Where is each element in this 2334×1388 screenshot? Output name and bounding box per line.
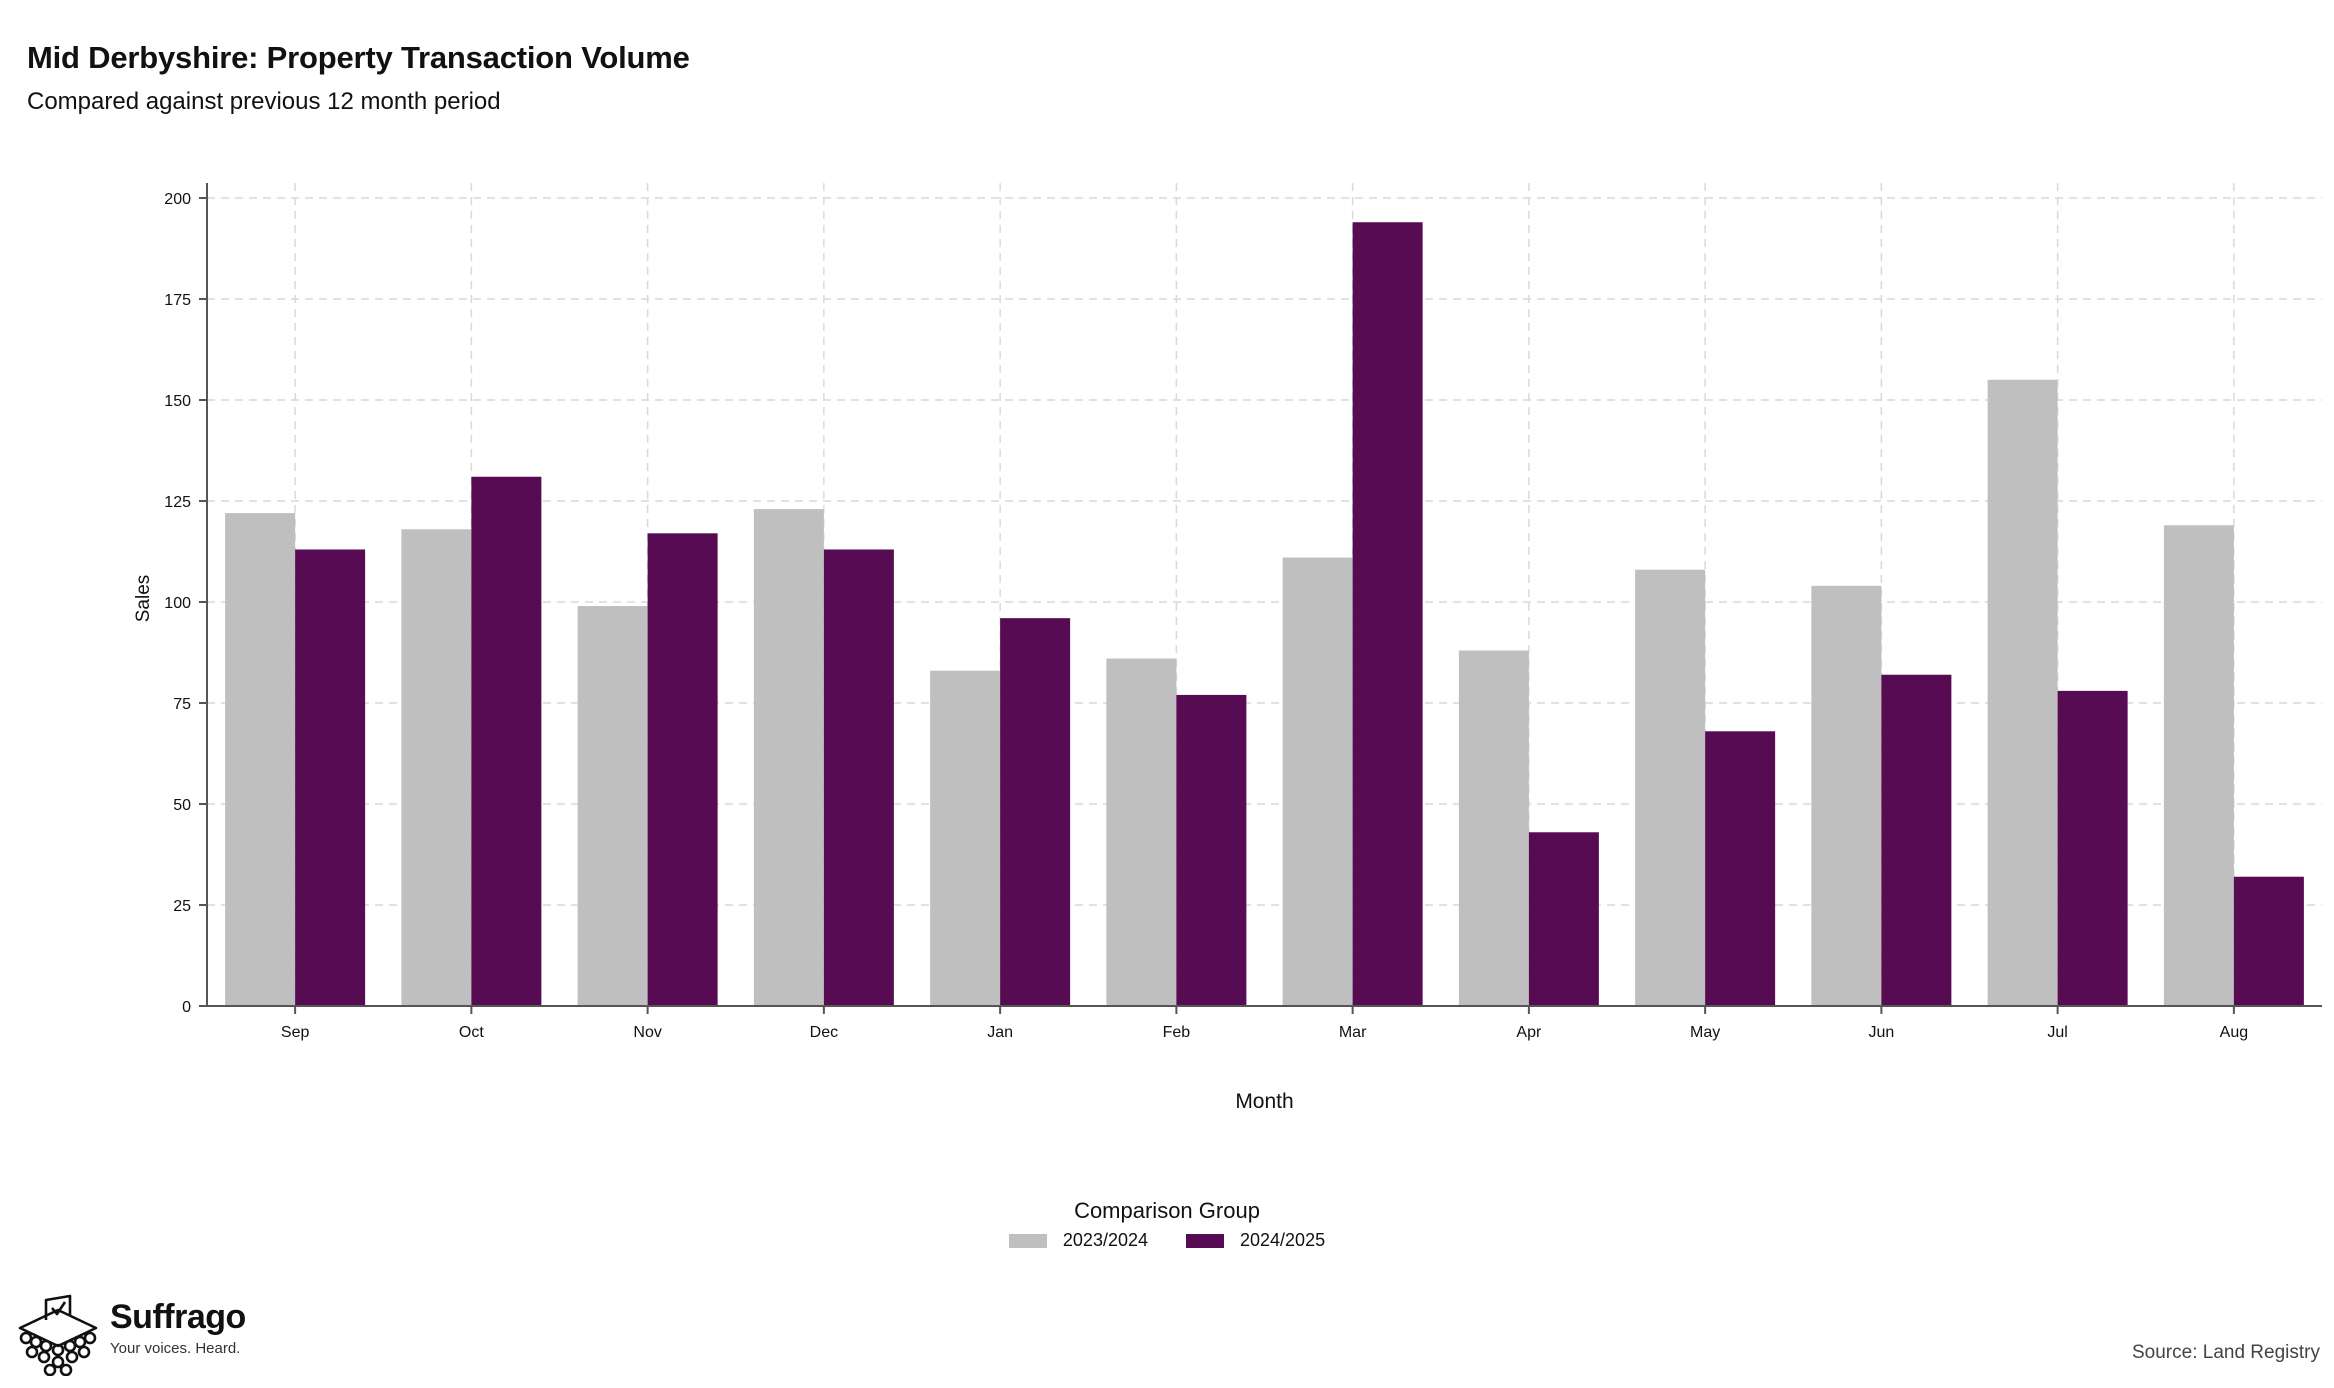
bar-chart: 0 25 50 75 100 125 150 175 200 Sep Oct Nov Dec Jan Feb… bbox=[133, 183, 2322, 1113]
source-note: Source: Land Registry bbox=[2132, 1342, 2320, 1363]
y-tick-label: 150 bbox=[164, 393, 191, 410]
chart-title: Mid Derbyshire: Property Transaction Vol… bbox=[27, 40, 690, 75]
y-tick-label: 0 bbox=[182, 999, 191, 1016]
bar-curr-nov bbox=[647, 533, 718, 1006]
bar-prev-dec bbox=[753, 509, 824, 1006]
x-tick-label: Apr bbox=[1516, 1024, 1542, 1041]
legend-item-2024-2025: 2024/2025 bbox=[1186, 1230, 1325, 1251]
x-tick-label: May bbox=[1690, 1024, 1720, 1041]
bar-curr-sep bbox=[295, 549, 366, 1006]
bar-prev-apr bbox=[1458, 650, 1529, 1006]
bar-curr-aug bbox=[2233, 876, 2304, 1006]
bar-curr-feb bbox=[1176, 694, 1247, 1006]
bar-prev-mar bbox=[1282, 557, 1353, 1006]
bar-prev-may bbox=[1635, 569, 1706, 1006]
legend: Comparison Group 2023/2024 2024/2025 bbox=[0, 1198, 2334, 1251]
bar-curr-oct bbox=[471, 476, 542, 1006]
bar-prev-jun bbox=[1811, 585, 1882, 1006]
x-tick-label: Aug bbox=[2220, 1024, 2248, 1041]
y-tick-label: 125 bbox=[164, 494, 191, 511]
brand-tagline: Your voices. Heard. bbox=[110, 1340, 241, 1357]
legend-swatch-grey bbox=[1008, 1233, 1047, 1248]
x-tick-label: Jun bbox=[1868, 1024, 1894, 1041]
x-tick-label: Sep bbox=[281, 1024, 310, 1041]
bar-prev-jul bbox=[1987, 379, 2058, 1006]
bar-prev-sep bbox=[225, 513, 296, 1006]
legend-label: 2024/2025 bbox=[1240, 1230, 1326, 1250]
bar-curr-dec bbox=[823, 549, 894, 1006]
x-tick-label: Mar bbox=[1339, 1024, 1367, 1041]
x-tick-label: Feb bbox=[1163, 1024, 1191, 1041]
y-tick-label: 175 bbox=[164, 292, 191, 309]
brand-name: Suffrago bbox=[110, 1298, 246, 1336]
legend-swatch-purple bbox=[1186, 1233, 1224, 1248]
y-axis-title: Sales bbox=[133, 575, 154, 623]
y-tick-label: 25 bbox=[173, 898, 191, 915]
x-tick-label: Jul bbox=[2047, 1024, 2067, 1041]
x-tick-label: Nov bbox=[633, 1024, 661, 1041]
x-tick-label: Oct bbox=[459, 1024, 484, 1041]
bar-prev-feb bbox=[1106, 658, 1177, 1006]
legend-title: Comparison Group bbox=[1074, 1198, 1260, 1223]
x-tick-label: Jan bbox=[987, 1024, 1013, 1041]
bar-curr-apr bbox=[1528, 832, 1599, 1006]
y-tick-label: 100 bbox=[164, 595, 191, 612]
bar-curr-jul bbox=[2057, 690, 2128, 1006]
chart-subtitle: Compared against previous 12 month perio… bbox=[27, 88, 501, 115]
bar-prev-jan bbox=[930, 670, 1001, 1006]
ballot-box-icon bbox=[18, 1294, 98, 1376]
bar-curr-may bbox=[1705, 731, 1776, 1006]
x-tick-label: Dec bbox=[810, 1024, 838, 1041]
y-tick-label: 200 bbox=[164, 191, 191, 208]
y-tick-label: 75 bbox=[173, 696, 191, 713]
brand-logo: Suffrago Your voices. Heard. bbox=[14, 1294, 246, 1376]
bar-curr-jan bbox=[1000, 618, 1071, 1006]
y-tick-label: 50 bbox=[173, 797, 191, 814]
x-axis-title: Month bbox=[1235, 1090, 1293, 1113]
bar-prev-aug bbox=[2163, 525, 2234, 1006]
bar-prev-oct bbox=[401, 529, 472, 1006]
bar-curr-mar bbox=[1352, 222, 1423, 1007]
bar-curr-jun bbox=[1881, 674, 1952, 1006]
bar-prev-nov bbox=[577, 606, 648, 1006]
legend-item-2023-2024: 2023/2024 bbox=[1008, 1230, 1148, 1251]
legend-label: 2023/2024 bbox=[1062, 1230, 1148, 1250]
